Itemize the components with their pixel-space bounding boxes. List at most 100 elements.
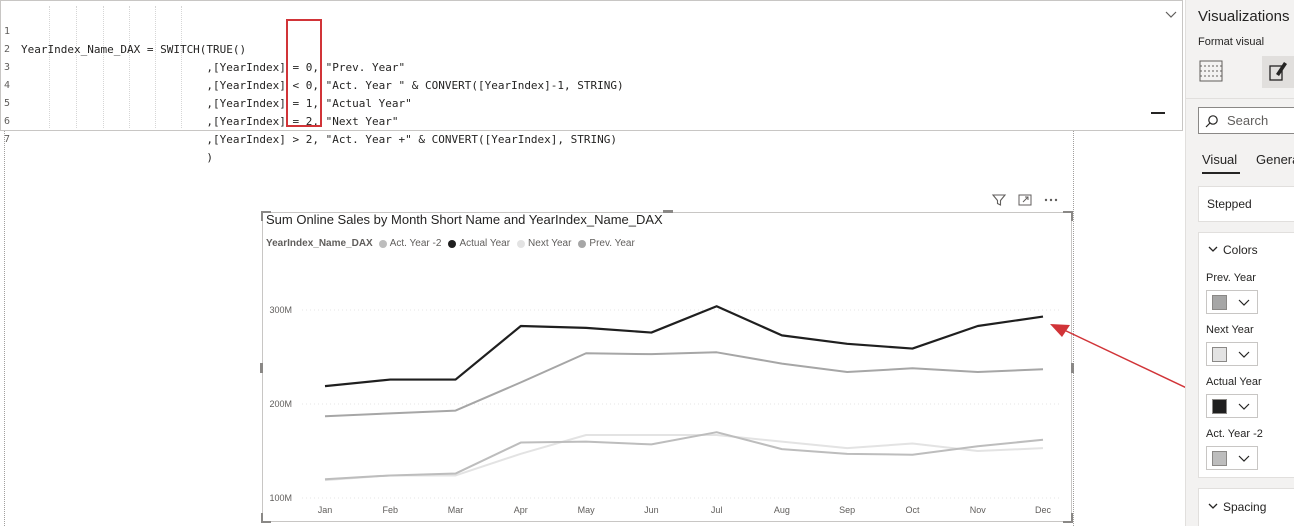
focus-mode-icon[interactable] <box>1016 192 1034 210</box>
active-tab-indicator <box>1202 172 1240 174</box>
color-picker-next-year[interactable] <box>1206 342 1258 366</box>
colors-header[interactable]: Colors <box>1223 243 1258 257</box>
stepped-card[interactable]: Stepped <box>1198 186 1294 222</box>
legend-item[interactable]: Act. Year -2 <box>378 238 441 249</box>
legend-item[interactable]: Actual Year <box>448 238 510 249</box>
line-number: 6 <box>4 116 11 127</box>
x-tick-label: Apr <box>514 505 528 515</box>
tab-visual[interactable]: Visual <box>1202 152 1238 167</box>
code-line[interactable]: 1 YearIndex_Name_DAX = SWITCH(TRUE() <box>1 5 1151 56</box>
code-line[interactable]: 3 ,[YearIndex] < 0, "Act. Year " & CONVE… <box>1 41 1151 92</box>
indent-guide <box>129 6 130 128</box>
code-line[interactable]: 7 ) <box>1 113 1151 164</box>
build-visual-icon[interactable] <box>1198 58 1224 84</box>
dax-formula-editor[interactable]: 1 YearIndex_Name_DAX = SWITCH(TRUE() 2 ,… <box>0 0 1183 164</box>
search-input[interactable]: Search <box>1198 107 1294 134</box>
color-swatch <box>1212 451 1227 466</box>
chevron-down-icon[interactable] <box>1207 500 1219 515</box>
legend-label: Actual Year <box>459 238 511 249</box>
canvas-border <box>1073 131 1074 526</box>
chart-legend: YearIndex_Name_DAX Act. Year -2 Actual Y… <box>266 238 642 249</box>
resize-handle[interactable] <box>1071 363 1074 373</box>
legend-item[interactable]: Prev. Year <box>578 238 635 249</box>
code-line[interactable]: 2 ,[YearIndex] = 0, "Prev. Year" <box>1 23 1151 74</box>
x-tick-label: Mar <box>448 505 464 515</box>
chevron-down-icon <box>1237 397 1251 415</box>
code-text: ) <box>21 151 214 164</box>
indent-guide <box>103 6 104 128</box>
line-number: 2 <box>4 44 11 55</box>
line-number: 7 <box>4 134 11 145</box>
code-line[interactable]: 5 ,[YearIndex] = 2, "Next Year" <box>1 77 1151 128</box>
resize-handle[interactable] <box>1063 211 1073 221</box>
code-line[interactable]: 6 ,[YearIndex] > 2, "Act. Year +" & CONV… <box>1 95 1151 146</box>
resize-handle[interactable] <box>663 210 673 213</box>
line-chart-visual[interactable] <box>260 210 1074 523</box>
color-picker-act-year-minus-2[interactable] <box>1206 446 1258 470</box>
spacing-header[interactable]: Spacing <box>1223 500 1267 514</box>
color-picker-actual-year[interactable] <box>1206 394 1258 418</box>
operator-highlight-box <box>286 19 322 127</box>
series-line-act-year-2[interactable] <box>324 431 1044 481</box>
canvas-border <box>4 131 5 526</box>
color-label-prev-year: Prev. Year <box>1206 272 1256 284</box>
tab-general[interactable]: General <box>1256 152 1294 167</box>
color-label-actual-year: Actual Year <box>1206 376 1262 388</box>
indent-guide <box>181 6 182 128</box>
resize-handle[interactable] <box>261 211 271 221</box>
code-text: ,[YearIndex] = 0, "Prev. Year" <box>21 61 406 74</box>
resize-handle[interactable] <box>261 513 271 523</box>
x-tick-label: Jan <box>318 505 333 515</box>
x-tick-label: Jun <box>644 505 659 515</box>
code-text: ,[YearIndex] < 0, "Act. Year " & CONVERT… <box>21 79 624 92</box>
more-options-icon[interactable] <box>1042 192 1060 210</box>
color-swatch <box>1212 347 1227 362</box>
spacing-card: Spacing <box>1198 488 1294 526</box>
line-number: 1 <box>4 26 11 37</box>
color-label-act-year-minus-2: Act. Year -2 <box>1206 428 1263 440</box>
line-number: 3 <box>4 62 11 73</box>
visual-header <box>990 192 1060 210</box>
x-tick-label: Oct <box>905 505 920 515</box>
series-line-next-year[interactable] <box>324 434 1044 482</box>
x-tick-label: Jul <box>711 505 723 515</box>
indent-guide <box>76 6 77 128</box>
legend-label: Prev. Year <box>589 238 635 249</box>
chevron-down-icon[interactable] <box>1163 7 1179 23</box>
filter-icon[interactable] <box>990 192 1008 210</box>
indent-guide <box>49 6 50 128</box>
code-line[interactable]: 4 ,[YearIndex] = 1, "Actual Year" <box>1 59 1151 110</box>
x-tick-label: Feb <box>383 505 399 515</box>
chart-title: Sum Online Sales by Month Short Name and… <box>266 212 663 227</box>
chevron-down-icon <box>1237 293 1251 311</box>
resize-handle[interactable] <box>1063 513 1073 523</box>
pane-title: Visualizations <box>1198 8 1290 25</box>
x-tick-label: Nov <box>970 505 987 515</box>
color-swatch <box>1212 295 1227 310</box>
color-swatch <box>1212 399 1227 414</box>
y-tick-label: 300M <box>269 305 292 315</box>
legend-dot <box>517 239 526 248</box>
color-label-next-year: Next Year <box>1206 324 1254 336</box>
x-tick-label: Aug <box>774 505 790 515</box>
code-text: ,[YearIndex] > 2, "Act. Year +" & CONVER… <box>21 133 618 146</box>
code-text: YearIndex_Name_DAX = SWITCH(TRUE() <box>21 43 247 56</box>
line-number: 5 <box>4 98 11 109</box>
indent-guide <box>155 6 156 128</box>
minimize-editor-icon[interactable] <box>1151 112 1165 114</box>
chevron-down-icon <box>1237 449 1251 467</box>
x-tick-label: May <box>578 505 596 515</box>
chevron-down-icon[interactable] <box>1207 243 1219 258</box>
format-visual-icon[interactable] <box>1262 56 1294 88</box>
legend-item[interactable]: Next Year <box>517 238 571 249</box>
pane-divider <box>1186 98 1294 99</box>
series-line-actual-year[interactable] <box>324 305 1044 388</box>
color-picker-prev-year[interactable] <box>1206 290 1258 314</box>
y-tick-label: 200M <box>269 399 292 409</box>
code-text: ,[YearIndex] = 2, "Next Year" <box>21 115 399 128</box>
y-tick-label: 100M <box>269 493 292 503</box>
series-line-prev-year[interactable] <box>324 351 1044 418</box>
visualizations-pane: Visualizations Format visual Search Visu… <box>1185 0 1294 526</box>
resize-handle[interactable] <box>260 363 263 373</box>
line-number: 4 <box>4 80 11 91</box>
